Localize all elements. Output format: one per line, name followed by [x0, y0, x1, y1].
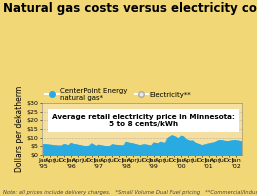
- Y-axis label: Dollars per dekatherm: Dollars per dekatherm: [15, 86, 24, 172]
- Text: Natural gas costs versus electricity costs: Natural gas costs versus electricity cos…: [3, 2, 257, 15]
- FancyBboxPatch shape: [48, 109, 238, 132]
- Text: Average retail electricity price in Minnesota:
5 to 8 cents/kWh: Average retail electricity price in Minn…: [52, 114, 235, 127]
- Text: Note: all prices include delivery charges.   *Small Volume Dual Fuel pricing   *: Note: all prices include delivery charge…: [3, 190, 257, 195]
- Legend: CenterPoint Energy
natural gas*, Electricity**: CenterPoint Energy natural gas*, Electri…: [42, 85, 194, 103]
